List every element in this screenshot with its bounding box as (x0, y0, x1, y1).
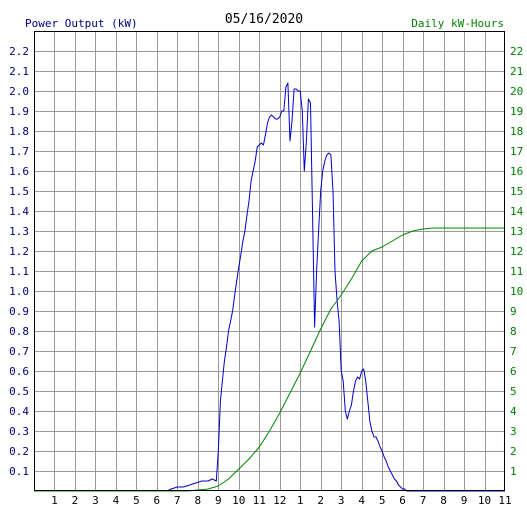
y-tick-label: 0.9 (9, 305, 29, 318)
y-tick-label: 1.5 (9, 185, 29, 198)
x-tick-label: 2 (72, 494, 79, 507)
y2-tick-label: 4 (510, 405, 517, 418)
x-tick-label: 7 (420, 494, 427, 507)
y-tick-label: 0.1 (9, 465, 29, 478)
x-tick-label: 1 (297, 494, 304, 507)
y2-tick-label: 16 (510, 165, 523, 178)
x-tick-label: 4 (113, 494, 120, 507)
y-tick-label: 0.4 (9, 405, 29, 418)
y-tick-label: 1.6 (9, 165, 29, 178)
x-tick-label: 8 (195, 494, 202, 507)
y2-tick-label: 10 (510, 285, 523, 298)
x-tick-label: 11 (253, 494, 266, 507)
x-tick-label: 3 (92, 494, 99, 507)
y2-tick-label: 9 (510, 305, 517, 318)
y2-tick-label: 21 (510, 65, 523, 78)
y2-tick-label: 1 (510, 465, 517, 478)
y2-tick-label: 18 (510, 125, 523, 138)
x-tick-label: 5 (379, 494, 386, 507)
y2-tick-label: 22 (510, 45, 523, 58)
y-tick-label: 0.6 (9, 365, 29, 378)
y2-tick-label: 14 (510, 205, 524, 218)
y-tick-label: 2.2 (9, 45, 29, 58)
y2-tick-label: 17 (510, 145, 523, 158)
energy-series-line (34, 227, 505, 492)
right-axis-title: Daily kW-Hours (411, 17, 504, 30)
y-tick-label: 1.2 (9, 245, 29, 258)
y-tick-label: 2.1 (9, 65, 29, 78)
x-tick-label: 12 (273, 494, 286, 507)
x-tick-label: 7 (174, 494, 181, 507)
y-tick-label: 0.7 (9, 345, 29, 358)
y2-tick-label: 20 (510, 85, 523, 98)
power-series-line (34, 82, 505, 492)
x-tick-label: 4 (358, 494, 365, 507)
y-tick-label: 0.8 (9, 325, 29, 338)
y2-tick-label: 3 (510, 425, 517, 438)
x-tick-label: 5 (133, 494, 140, 507)
x-tick-label: 2 (317, 494, 324, 507)
x-tick-label: 6 (154, 494, 161, 507)
y2-tick-label: 6 (510, 365, 517, 378)
y2-tick-label: 13 (510, 225, 523, 238)
y2-tick-label: 7 (510, 345, 517, 358)
y2-tick-label: 5 (510, 385, 517, 398)
x-tick-label: 3 (338, 494, 345, 507)
y-tick-label: 1.8 (9, 125, 29, 138)
y2-tick-label: 15 (510, 185, 523, 198)
y-tick-label: 2.0 (9, 85, 29, 98)
x-tick-label: 10 (232, 494, 245, 507)
y2-tick-label: 2 (510, 445, 517, 458)
y-tick-label: 1.9 (9, 105, 29, 118)
x-tick-label: 9 (461, 494, 468, 507)
y-tick-label: 1.1 (9, 265, 29, 278)
y-tick-label: 1.7 (9, 145, 29, 158)
grid-lines (34, 31, 505, 491)
y-tick-label: 0.2 (9, 445, 29, 458)
y-tick-label: 1.0 (9, 285, 29, 298)
y-tick-label: 0.3 (9, 425, 29, 438)
y2-tick-label: 12 (510, 245, 523, 258)
axis-tick-labels: 1 2 3 4 5 6 7 8 9 10 11 12 1 2 3 4 5 6 7 8 9 10 110.10.20.30.4… (9, 45, 523, 507)
x-tick-label: 9 (215, 494, 222, 507)
y2-tick-label: 8 (510, 325, 517, 338)
y2-tick-label: 19 (510, 105, 523, 118)
y-tick-label: 0.5 (9, 385, 29, 398)
x-tick-label: 11 (498, 494, 511, 507)
x-tick-label: 6 (399, 494, 406, 507)
y-tick-label: 1.4 (9, 205, 29, 218)
x-tick-label: 1 (51, 494, 58, 507)
x-tick-label: 8 (440, 494, 447, 507)
x-tick-label: 10 (478, 494, 491, 507)
y-tick-label: 1.3 (9, 225, 29, 238)
plot-frame (34, 31, 505, 491)
data-series (34, 82, 505, 492)
left-axis-title: Power Output (kW) (25, 17, 138, 30)
chart-title: 05/16/2020 (225, 12, 303, 27)
y2-tick-label: 11 (510, 265, 523, 278)
